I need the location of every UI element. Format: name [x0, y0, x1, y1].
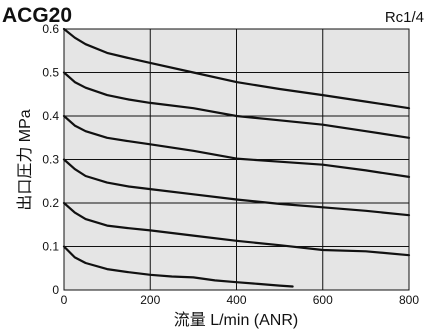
plot-frame — [63, 28, 410, 291]
x-tick-label: 800 — [399, 293, 419, 307]
y-tick-label: 0.5 — [42, 66, 59, 80]
series-curve-5 — [62, 201, 411, 257]
y-tick-label: 0.4 — [42, 109, 59, 123]
series-curve-2 — [62, 71, 411, 139]
x-tick-label: 600 — [313, 293, 333, 307]
series-curve-3 — [62, 114, 411, 178]
y-tick-label: 0.1 — [42, 240, 59, 254]
x-tick-label: 400 — [226, 293, 246, 307]
y-tick-label: 0.3 — [42, 153, 59, 167]
series-curve-4 — [62, 158, 411, 217]
curves — [62, 27, 411, 288]
x-tick-label: 200 — [140, 293, 160, 307]
x-axis-label: 流量 L/min (ANR) — [174, 311, 298, 329]
chart-title: ACG20 — [2, 4, 72, 27]
y-axis-label: 出口圧力 MPa — [16, 109, 34, 210]
y-tick-label: 0.2 — [42, 196, 59, 210]
y-tick-label: 0 — [52, 283, 59, 297]
series-curve-1 — [62, 27, 411, 110]
x-tick-label: 0 — [61, 293, 68, 307]
chart-subtitle: Rc1/4 — [385, 9, 424, 26]
series-curve-6 — [62, 245, 294, 288]
y-tick-label: 0.6 — [42, 22, 59, 36]
tick-labels: 0 200 400 600 800 0 0.1 0.2 0.3 0.4 0.5 0.6 — [42, 22, 419, 307]
